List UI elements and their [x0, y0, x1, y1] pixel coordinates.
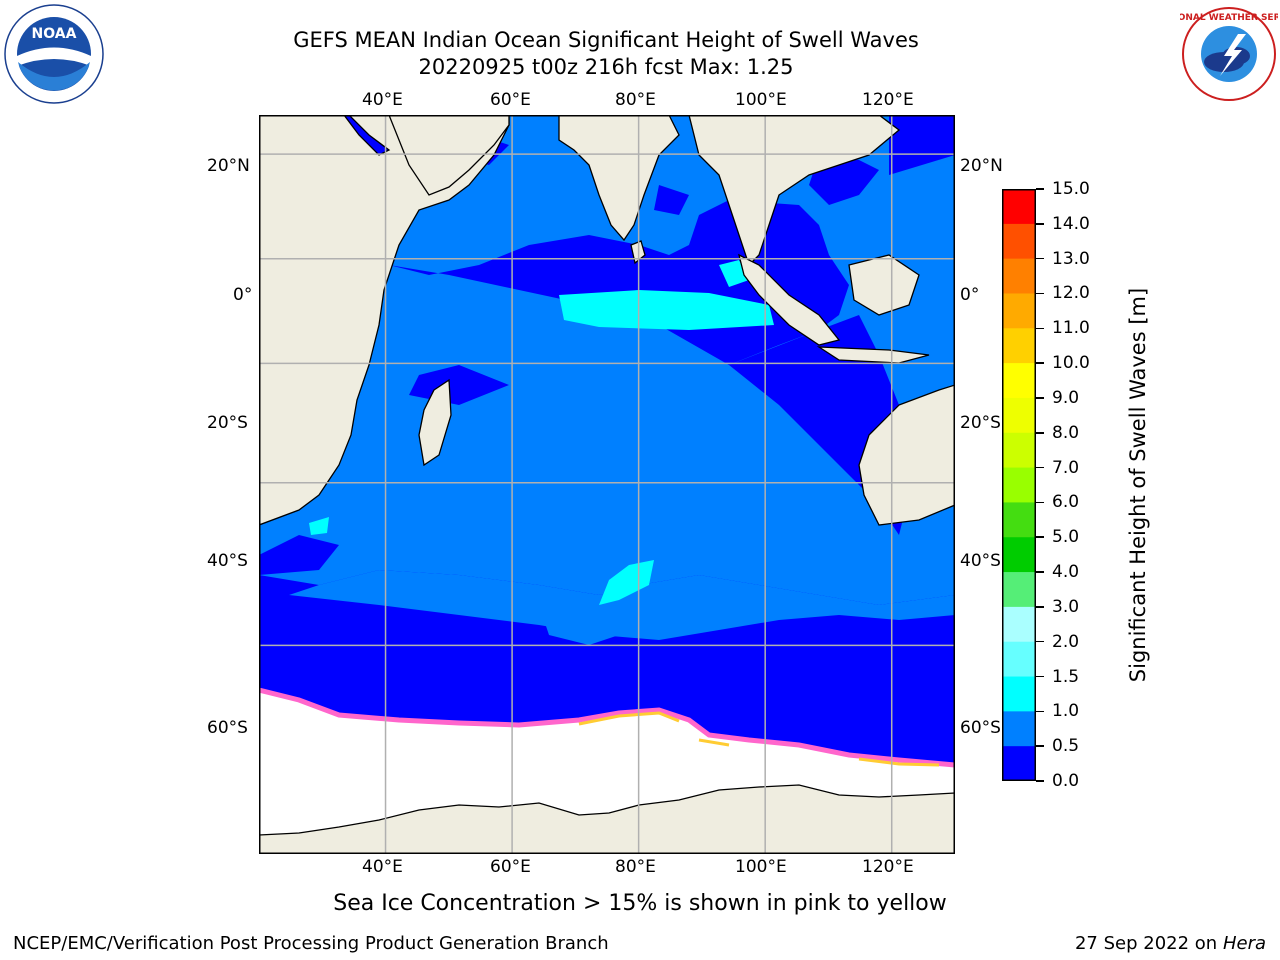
colorbar-segment: [1002, 711, 1036, 747]
colorbar-tick-label: 14.0: [1052, 213, 1090, 234]
lat-label-left-40s: 40°S: [207, 551, 248, 571]
colorbar-segment: [1002, 189, 1036, 224]
colorbar-tick-mark: [1036, 710, 1044, 713]
gridlines: [259, 115, 955, 854]
colorbar-segment: [1002, 397, 1036, 434]
colorbar-segment: [1002, 502, 1036, 538]
lon-label-top-120e: 120°E: [862, 90, 914, 110]
colorbar-tick-label: 4.0: [1052, 562, 1080, 583]
colorbar-tick-mark: [1036, 536, 1044, 538]
colorbar-tick-label: 2.0: [1052, 631, 1080, 652]
colorbar-label: Significant Height of Swell Waves [m]: [1126, 287, 1150, 683]
colorbar-tick-label: 0.5: [1052, 736, 1080, 757]
colorbar-tick-mark: [1036, 745, 1044, 747]
lat-label-right-0: 0°: [960, 285, 980, 305]
footer-right: 27 Sep 2022 on Hera: [1075, 933, 1266, 955]
lon-label-top-100e: 100°E: [735, 90, 787, 110]
lat-label-left-20n: 20°N: [207, 156, 250, 176]
colorbar-segment: [1002, 572, 1036, 608]
lat-label-right-20s: 20°S: [960, 413, 1001, 433]
footer-host: Hera: [1222, 933, 1266, 954]
chart-subtitle: 20220925 t00z 216h fcst Max: 1.25: [418, 55, 794, 79]
lon-label-bottom-100e: 100°E: [735, 857, 787, 877]
colorbar-segment: [1002, 293, 1036, 329]
colorbar-segment: [1002, 746, 1036, 781]
colorbar-tick-label: 5.0: [1052, 527, 1080, 548]
colorbar-segment: [1002, 363, 1036, 399]
colorbar-segment: [1002, 223, 1036, 260]
map-panel: [259, 115, 955, 854]
colorbar-tick-mark: [1036, 362, 1044, 364]
noaa-logo-text: NOAA: [32, 26, 77, 42]
colorbar-segment: [1002, 432, 1036, 469]
colorbar-tick-label: 7.0: [1052, 457, 1080, 478]
colorbar-frame: [1002, 189, 1036, 781]
colorbar-tick-label: 6.0: [1052, 492, 1080, 513]
swell-high-patches: [309, 260, 774, 605]
svg-text:NATIONAL WEATHER SERVICE: NATIONAL WEATHER SERVICE: [1180, 13, 1278, 23]
lat-label-right-20n: 20°N: [960, 156, 1003, 176]
colorbar-tick-label: 3.0: [1052, 596, 1080, 617]
colorbar-tick-mark: [1036, 188, 1044, 190]
colorbar-tick-mark: [1036, 466, 1044, 469]
colorbar-tick-mark: [1036, 257, 1044, 260]
sea-ice-caption: Sea Ice Concentration > 15% is shown in …: [333, 891, 947, 916]
colorbar-segment: [1002, 328, 1036, 364]
colorbar-tick-label: 13.0: [1052, 248, 1090, 269]
colorbar-tick-label: 9.0: [1052, 387, 1080, 408]
lat-label-right-40s: 40°S: [960, 551, 1001, 571]
colorbar-segment: [1002, 676, 1036, 712]
colorbar-tick-mark: [1036, 640, 1044, 643]
swell-mid-patches: [289, 570, 955, 645]
lon-label-bottom-40e: 40°E: [362, 857, 403, 877]
colorbar-tick-mark: [1036, 606, 1044, 608]
colorbar-tick-mark: [1036, 292, 1044, 295]
colorbar-tick-label: 1.5: [1052, 666, 1080, 687]
lon-label-top-80e: 80°E: [615, 90, 656, 110]
colorbar-tick-mark: [1036, 675, 1044, 678]
colorbar-tick-label: 0.0: [1052, 771, 1080, 791]
colorbar-tick-label: 11.0: [1052, 318, 1090, 339]
colorbar-segment: [1002, 467, 1036, 503]
nws-logo: NATIONAL WEATHER SERVICE: [1180, 7, 1278, 101]
colorbar-segment: [1002, 537, 1036, 573]
colorbar-tick-label: 12.0: [1052, 283, 1090, 304]
lat-label-left-60s: 60°S: [207, 718, 248, 738]
colorbar: [1002, 189, 1036, 781]
colorbar-tick-mark: [1036, 432, 1044, 434]
lat-label-right-60s: 60°S: [960, 718, 1001, 738]
lon-label-bottom-60e: 60°E: [490, 857, 531, 877]
footer-left: NCEP/EMC/Verification Post Processing Pr…: [13, 933, 609, 954]
lon-label-top-60e: 60°E: [490, 90, 531, 110]
colorbar-tick-label: 1.0: [1052, 701, 1080, 722]
lat-label-left-0: 0°: [233, 285, 253, 305]
lon-label-bottom-120e: 120°E: [862, 857, 914, 877]
colorbar-tick-mark: [1036, 223, 1044, 225]
lon-label-top-40e: 40°E: [362, 90, 403, 110]
colorbar-tick-label: 10.0: [1052, 353, 1090, 374]
lat-label-left-20s: 20°S: [207, 413, 248, 433]
footer-date: 27 Sep 2022 on: [1074, 933, 1218, 954]
colorbar-tick-label: 15.0: [1052, 179, 1090, 199]
colorbar-tick-mark: [1036, 501, 1044, 504]
colorbar-segment: [1002, 641, 1036, 678]
colorbar-tick-label: 8.0: [1052, 422, 1080, 443]
noaa-logo: NOAA: [4, 4, 104, 104]
colorbar-tick-mark: [1036, 571, 1044, 573]
chart-title: GEFS MEAN Indian Ocean Significant Heigh…: [293, 28, 919, 52]
colorbar-segment: [1002, 258, 1036, 294]
colorbar-tick-mark: [1036, 397, 1044, 399]
lon-label-bottom-80e: 80°E: [615, 857, 656, 877]
map-frame: [259, 115, 955, 854]
colorbar-segment: [1002, 606, 1036, 643]
colorbar-tick-mark: [1036, 780, 1044, 782]
land-masses: [259, 115, 955, 854]
colorbar-tick-mark: [1036, 327, 1044, 330]
